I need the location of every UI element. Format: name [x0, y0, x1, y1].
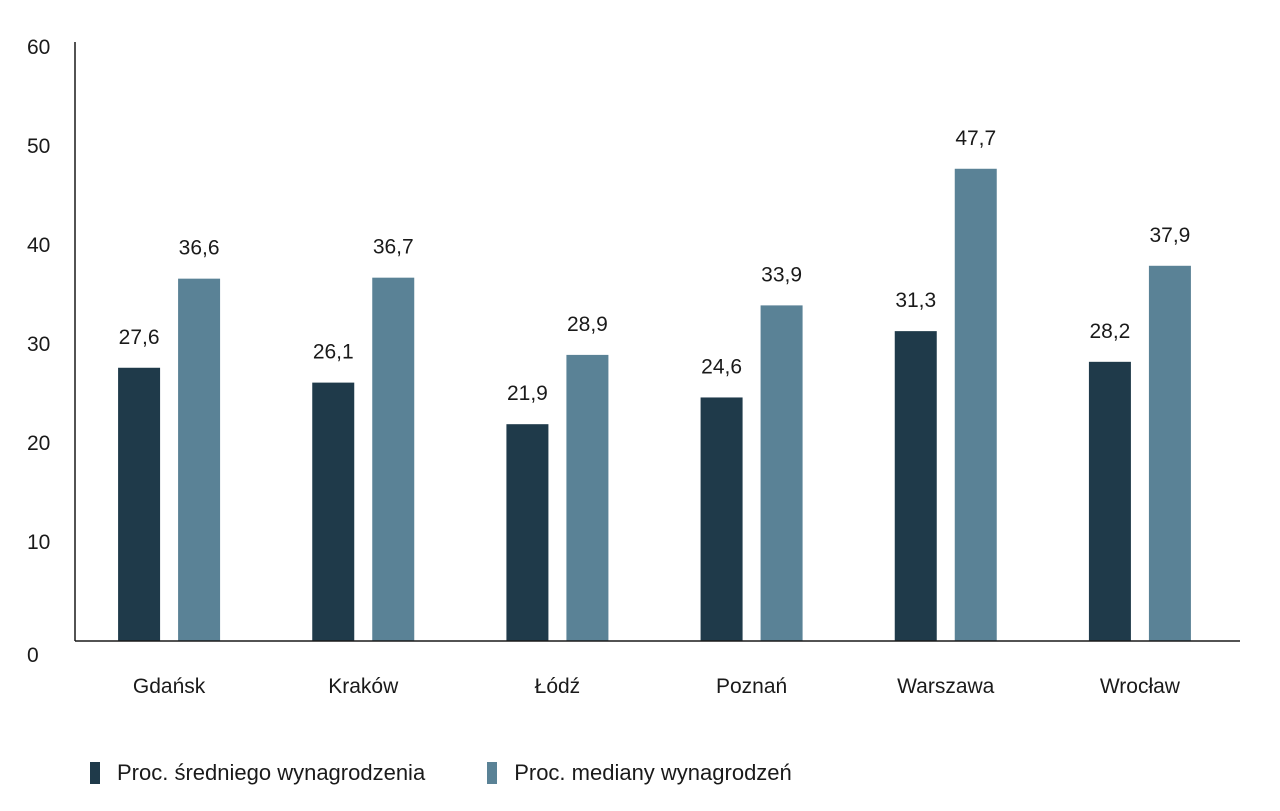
bar-median-salary	[372, 277, 415, 641]
y-tick-label: 60	[27, 36, 50, 59]
bar-average-salary	[1088, 361, 1131, 641]
category-label: Wrocław	[1100, 675, 1181, 698]
bar-average-salary	[312, 382, 355, 641]
y-tick-label: 20	[27, 432, 50, 455]
data-label: 21,9	[507, 382, 548, 405]
data-label: 24,6	[701, 355, 742, 378]
y-tick-label: 10	[27, 531, 50, 554]
bar-median-salary	[1148, 265, 1191, 641]
legend-item-average: Proc. średniego wynagrodzenia	[90, 760, 425, 786]
y-tick-label: 50	[27, 135, 50, 158]
bar-average-salary	[506, 424, 549, 641]
legend-label-average: Proc. średniego wynagrodzenia	[117, 760, 426, 785]
data-label: 36,7	[373, 236, 414, 259]
y-tick-label: 30	[27, 333, 50, 356]
bar-median-salary	[954, 168, 997, 641]
legend-swatch-average	[90, 762, 100, 784]
category-label: Warszawa	[897, 675, 995, 698]
data-label: 47,7	[955, 127, 996, 150]
data-label: 37,9	[1149, 224, 1190, 247]
bar-median-salary	[760, 305, 803, 641]
x-axis-category-labels: Gdańsk Kraków Łódź Poznań Warszawa Wrocław	[133, 675, 1181, 698]
category-label: Kraków	[328, 675, 399, 698]
data-labels: 27,6 36,6 26,1 36,7 21,9 28,9 24,6 33,9 31,3 47,7…	[119, 127, 1191, 405]
legend-label-median: Proc. mediany wynagrodzeń	[514, 760, 792, 785]
legend-swatch-median	[487, 762, 498, 784]
data-label: 28,2	[1089, 320, 1130, 343]
data-label: 31,3	[895, 289, 936, 312]
y-axis-ticks: 0 10 20 30 40 50 60	[27, 36, 50, 667]
bar-median-salary	[566, 354, 609, 641]
legend-item-median: Proc. mediany wynagrodzeń	[487, 760, 792, 786]
data-label: 27,6	[119, 326, 160, 349]
bar-average-salary	[894, 331, 937, 641]
category-label: Poznań	[716, 675, 787, 698]
data-label: 28,9	[567, 313, 608, 336]
bar-average-salary	[118, 367, 161, 641]
bar-median-salary	[178, 278, 221, 641]
bars	[118, 168, 1191, 641]
y-tick-label: 40	[27, 234, 50, 257]
data-label: 36,6	[179, 237, 220, 260]
bar-average-salary	[700, 397, 743, 641]
y-tick-label: 0	[27, 644, 39, 667]
data-label: 33,9	[761, 263, 802, 286]
bar-chart: 0 10 20 30 40 50 60 27,6 36,6 26,1 36,7 21,9 28,9 24…	[27, 36, 1240, 698]
data-label: 26,1	[313, 341, 354, 364]
category-label: Łódź	[535, 675, 581, 698]
legend: Proc. średniego wynagrodzenia Proc. medi…	[90, 760, 792, 786]
category-label: Gdańsk	[133, 675, 206, 698]
